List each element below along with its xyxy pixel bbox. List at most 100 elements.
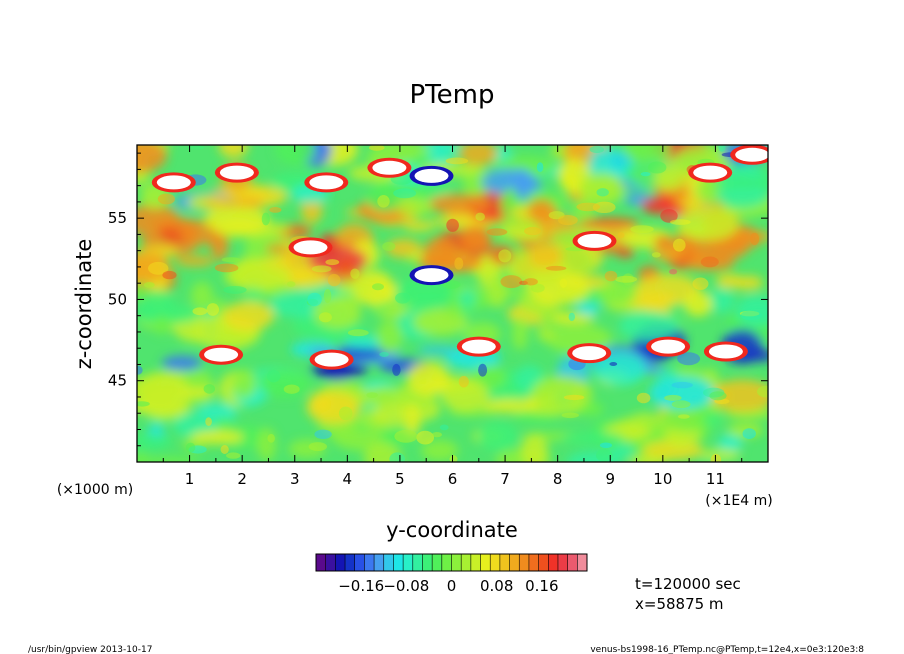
field-streak (589, 145, 605, 154)
field-streak (286, 281, 296, 287)
chart-title: PTemp (410, 80, 495, 110)
field-blob (376, 320, 403, 354)
field-streak (671, 400, 691, 409)
field-streak (742, 428, 756, 439)
field-streak (677, 352, 701, 366)
field-streak (636, 392, 651, 404)
x-unit-left: (×1000 m) (57, 482, 133, 498)
field-blob (579, 218, 641, 228)
colorbar-tick-label: −0.16 (338, 577, 384, 595)
colorbar-swatch (538, 554, 549, 571)
feature-core-11 (314, 352, 349, 367)
field-streak (283, 384, 300, 394)
field-streak (442, 280, 461, 289)
time-annotation: t=120000 sec (635, 575, 741, 593)
field-streak (185, 442, 196, 453)
colorbar-swatch (441, 554, 452, 571)
footer-program: /usr/bin/gpview 2013-10-17 (28, 645, 152, 654)
field-streak (261, 212, 270, 226)
colorbar-swatch (577, 554, 588, 571)
field-blob (654, 236, 674, 248)
colorbar-swatch (451, 554, 462, 571)
field-blob (228, 262, 292, 290)
feature-core-2 (309, 175, 344, 190)
field-blob (411, 155, 431, 168)
field-streak (660, 209, 678, 223)
field-blob (137, 372, 188, 405)
field-blob (458, 288, 477, 308)
x-tick-label: 2 (237, 470, 247, 488)
colorbar-swatch (383, 554, 394, 571)
field-blob (511, 317, 529, 350)
field-streak (393, 188, 417, 199)
field-blob (420, 439, 459, 462)
colorbar-swatch (432, 554, 443, 571)
field-streak (223, 286, 247, 294)
field-streak (478, 363, 488, 377)
field-blob (699, 449, 741, 460)
feature-core-3 (372, 160, 407, 175)
field-streak (458, 375, 469, 388)
colorbar-swatch (345, 554, 356, 571)
field-streak (630, 225, 654, 234)
feature-core-4 (414, 168, 449, 183)
colorbar-swatch (325, 554, 336, 571)
colorbar-swatch (422, 554, 433, 571)
field-blob (629, 455, 666, 462)
field-streak (617, 232, 625, 239)
field-streak (523, 278, 538, 286)
field-streak (314, 429, 332, 439)
field-blob (707, 288, 735, 314)
field-blob (257, 427, 277, 461)
field-streak (530, 283, 545, 293)
y-tick-label: 55 (108, 209, 127, 227)
extreme-value-regions (151, 145, 768, 370)
field-blob (335, 257, 356, 275)
colorbar-swatch (528, 554, 539, 571)
field-blob (677, 206, 739, 241)
field-blob (153, 316, 170, 335)
field-streak (327, 273, 341, 287)
field-blob (235, 257, 262, 269)
field-streak (206, 303, 219, 316)
x-tick-label: 7 (500, 470, 510, 488)
field-blob (137, 145, 167, 173)
field-streak (670, 219, 691, 225)
feature-core-13 (572, 346, 607, 361)
field-streak (709, 391, 727, 401)
x-unit-right: (×1E4 m) (705, 493, 772, 509)
field-streak (596, 188, 609, 197)
colorbar-swatch (519, 554, 530, 571)
x-axis-label: y-coordinate (386, 518, 518, 542)
field-streak (323, 289, 332, 303)
field-streak (157, 193, 175, 205)
field-streak (188, 145, 205, 150)
x-tick-label: 3 (290, 470, 300, 488)
field-streak (500, 275, 523, 289)
feature-core-0 (156, 175, 191, 190)
field-streak (392, 363, 401, 376)
colorbar-swatch (470, 554, 481, 571)
x-tick-label: 6 (448, 470, 458, 488)
field-blob (527, 199, 556, 223)
colorbar-swatch (461, 554, 472, 571)
field-streak (596, 449, 613, 462)
field-streak (445, 157, 469, 165)
field-streak (454, 257, 464, 270)
field-streak (604, 270, 618, 282)
field-streak (267, 433, 276, 443)
field-blob (137, 304, 201, 325)
field-blob (521, 433, 548, 462)
field-blob (204, 205, 269, 235)
field-streak (350, 268, 360, 279)
field-streak (664, 394, 682, 401)
field-streak (226, 452, 241, 459)
y-tick-label: 45 (108, 372, 127, 390)
field-blob (460, 224, 492, 251)
field-streak (740, 310, 762, 321)
field-blob (404, 220, 434, 232)
field-blob (244, 230, 285, 266)
field-blob (190, 430, 244, 445)
field-streak (395, 292, 410, 304)
